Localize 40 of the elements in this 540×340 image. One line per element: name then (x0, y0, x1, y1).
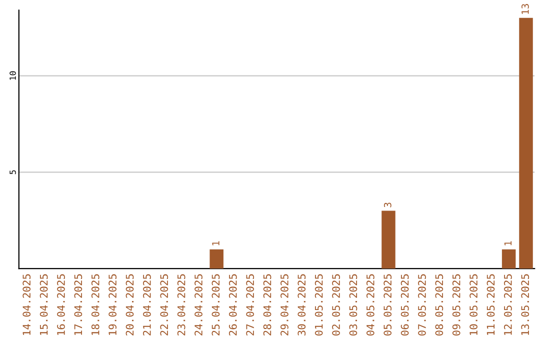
x-tick-label: 24.04.2025 (194, 274, 202, 336)
x-tick-label: 15.04.2025 (40, 274, 48, 335)
x-tick-label: 06.05.2025 (400, 274, 409, 336)
x-tick-label: 19.04.2025 (108, 274, 116, 335)
x-tick-label: 28.04.2025 (263, 274, 272, 336)
x-tick-label: 23.04.2025 (177, 274, 186, 336)
x-tick-label: 12.05.2025 (504, 274, 512, 335)
x-tick-label: 04.05.2025 (366, 274, 374, 336)
data-label: 13 (522, 4, 529, 14)
y-tick-label: 5 (10, 170, 16, 174)
x-tick-label: 30.04.2025 (298, 274, 306, 336)
x-tick-label: 29.04.2025 (280, 274, 288, 336)
x-tick-label: 09.05.2025 (452, 274, 460, 336)
x-tick-label: 27.04.2025 (246, 274, 254, 336)
bar (382, 210, 396, 269)
x-tick-label: 11.05.2025 (486, 274, 495, 335)
x-tick-label: 21.04.2025 (142, 274, 151, 336)
x-tick-label: 26.04.2025 (228, 274, 237, 336)
x-tick-label: 13.05.2025 (521, 274, 530, 335)
x-tick-label: 16.04.2025 (57, 274, 65, 335)
y-tick-label: 10 (10, 71, 16, 80)
x-tick-label: 17.04.2025 (74, 274, 82, 335)
data-label: 1 (504, 241, 512, 246)
data-label: 3 (384, 202, 392, 208)
bar (210, 249, 224, 269)
x-tick-label: 03.05.2025 (349, 274, 358, 336)
data-label: 1 (212, 241, 220, 246)
x-tick-label: 01.05.2025 (314, 274, 323, 336)
bar (519, 18, 533, 269)
x-tick-label: 05.05.2025 (384, 274, 392, 336)
x-tick-label: 08.05.2025 (435, 274, 444, 336)
x-tick-label: 10.05.2025 (470, 274, 478, 335)
x-tick-label: 22.04.2025 (160, 274, 168, 336)
x-tick-label: 14.04.2025 (22, 274, 31, 335)
x-tick-label: 07.05.2025 (418, 274, 426, 336)
x-tick-label: 25.04.2025 (212, 274, 220, 336)
x-tick-label: 18.04.2025 (91, 274, 100, 335)
x-tick-label: 20.04.2025 (126, 274, 134, 336)
bar (502, 249, 516, 269)
x-tick-label: 02.05.2025 (332, 274, 340, 336)
